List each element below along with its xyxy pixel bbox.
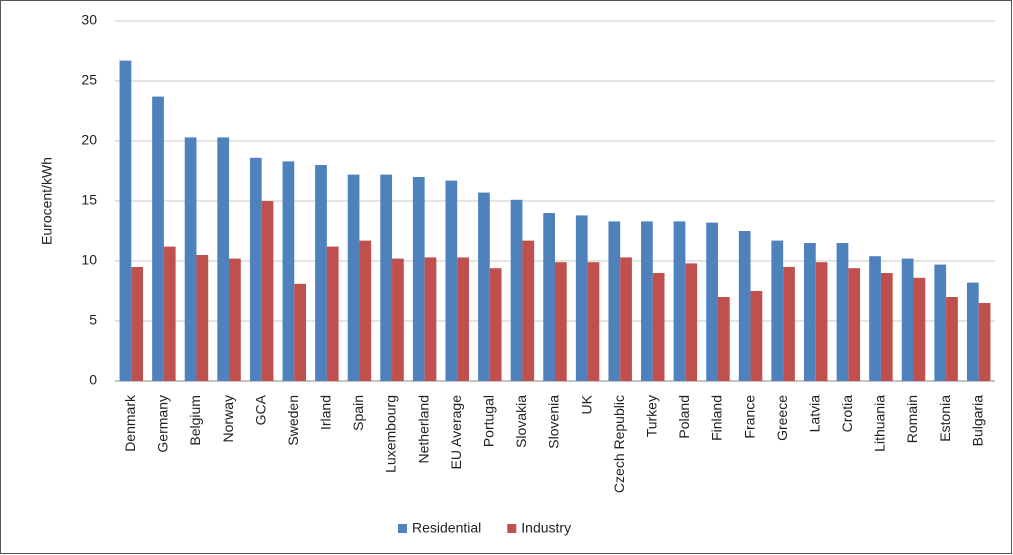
- x-tick-label: Bulgaria: [969, 395, 985, 447]
- bar: [261, 201, 274, 381]
- bar: [229, 258, 241, 381]
- x-tick-label: Estonia: [937, 395, 953, 442]
- legend-label: Industry: [521, 520, 571, 536]
- bar: [880, 273, 893, 381]
- x-tick-label: Slovenia: [546, 395, 562, 449]
- bar: [543, 213, 555, 381]
- x-tick-label: Latvia: [806, 395, 822, 433]
- x-tick-label: Poland: [676, 395, 692, 439]
- x-tick-label: Germany: [155, 395, 171, 453]
- x-tick-label: Slovakia: [513, 395, 529, 448]
- bar: [848, 268, 861, 381]
- x-tick-label: EU Average: [448, 395, 464, 470]
- bar: [673, 221, 686, 381]
- bar: [184, 137, 197, 381]
- x-tick-label: Greece: [774, 395, 790, 441]
- legend-swatch: [507, 524, 517, 533]
- bar: [685, 263, 698, 381]
- bar: [424, 257, 437, 381]
- bar: [392, 258, 404, 381]
- bar: [587, 262, 600, 381]
- x-tick-label: Netherland: [415, 395, 431, 464]
- x-tick-label: Belgium: [187, 395, 203, 446]
- bar: [522, 240, 535, 381]
- y-tick-label: 30: [81, 12, 97, 28]
- bar: [783, 267, 795, 381]
- bar: [641, 221, 653, 381]
- y-tick-label: 10: [81, 252, 97, 268]
- bar: [706, 222, 718, 381]
- bar: [869, 256, 881, 381]
- bar: [163, 246, 176, 381]
- y-tick-label: 15: [81, 192, 97, 208]
- x-tick-label: Turkey: [643, 395, 659, 437]
- bar: [249, 157, 262, 381]
- bar: [478, 192, 490, 381]
- bar: [380, 174, 393, 381]
- x-tick-label: Sweden: [285, 395, 301, 446]
- x-tick-label: Denmark: [122, 394, 138, 452]
- bar: [771, 240, 784, 381]
- legend-swatch: [398, 524, 407, 533]
- x-tick-label: Czech Republic: [611, 395, 627, 493]
- bar: [934, 264, 947, 381]
- bar: [457, 257, 469, 381]
- bar: [804, 243, 816, 381]
- bar: [555, 262, 567, 381]
- bar: [217, 137, 230, 381]
- bar: [131, 267, 144, 381]
- x-tick-label: Spain: [350, 395, 366, 431]
- bar: [445, 180, 458, 381]
- x-tick-label: Finland: [709, 395, 725, 441]
- bar: [652, 273, 665, 381]
- x-tick-label: Crotia: [839, 395, 855, 433]
- bar: [412, 177, 425, 381]
- bar: [913, 277, 926, 381]
- x-tick-label: Lithuania: [872, 395, 888, 452]
- bar: [717, 297, 730, 381]
- bar: [119, 60, 132, 381]
- y-tick-label: 25: [81, 72, 97, 88]
- x-tick-label: UK: [578, 394, 594, 414]
- bar: [152, 96, 164, 381]
- y-tick-label: 5: [89, 312, 97, 328]
- bar: [836, 243, 849, 381]
- bar: [196, 255, 209, 381]
- bar: [978, 303, 991, 381]
- bar: [282, 161, 295, 381]
- bar: [294, 283, 306, 381]
- bar: [359, 240, 372, 381]
- bar: [620, 257, 632, 381]
- bar: [510, 199, 523, 381]
- y-axis-label: Eurocent/kWh: [39, 157, 55, 245]
- bar: [315, 165, 327, 381]
- bar: [946, 297, 958, 381]
- bar: [901, 258, 914, 381]
- x-tick-label: Portugal: [481, 395, 497, 447]
- bar: [326, 246, 339, 381]
- y-tick-label: 20: [81, 132, 97, 148]
- x-tick-label: Irland: [318, 395, 334, 430]
- bar: [966, 282, 979, 381]
- bar: [750, 291, 763, 381]
- x-tick-label: Romain: [904, 395, 920, 443]
- x-tick-label: Norway: [220, 395, 236, 442]
- x-tick-label: France: [741, 395, 757, 439]
- bar: [575, 215, 588, 381]
- x-tick-label: GCA: [252, 394, 268, 425]
- bar: [489, 268, 502, 381]
- bar: [738, 231, 751, 381]
- bar: [608, 221, 621, 381]
- y-tick-label: 0: [89, 372, 97, 388]
- bar: [347, 174, 360, 381]
- legend-label: Residential: [412, 520, 481, 536]
- bar: [815, 262, 828, 381]
- x-tick-label: Luxembourg: [383, 395, 399, 473]
